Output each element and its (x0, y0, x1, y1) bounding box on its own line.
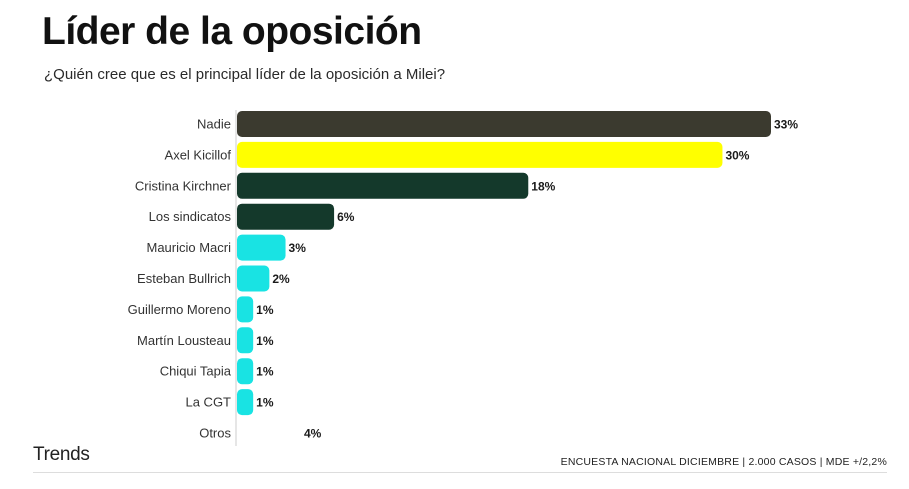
footer-divider (33, 472, 887, 473)
brand-logo-text: Trends (33, 444, 90, 465)
value-label: 1% (256, 365, 274, 379)
bars-group: Nadie 33% Axel Kicillof 30% Cristina Kirchne… (128, 111, 798, 446)
chart-subtitle: ¿Quién cree que es el principal líder de… (44, 66, 446, 83)
category-label: Mauricio Macri (146, 240, 231, 255)
category-label: Otros (199, 426, 231, 441)
category-label: Martín Lousteau (137, 333, 231, 348)
value-label: 1% (256, 396, 274, 410)
category-label: La CGT (185, 395, 231, 410)
category-label: Guillermo Moreno (128, 302, 231, 317)
category-label: Cristina Kirchner (135, 178, 232, 193)
survey-footnote: ENCUESTA NACIONAL DICIEMBRE | 2.000 CASO… (560, 456, 887, 468)
value-label: 1% (256, 334, 274, 348)
value-label: 2% (272, 272, 290, 286)
chart-title: Líder de la oposición (42, 10, 422, 53)
category-label: Axel Kicillof (165, 147, 232, 162)
bar (237, 234, 286, 261)
category-label: Esteban Bullrich (137, 271, 231, 286)
bar (237, 172, 529, 199)
bar (237, 111, 771, 137)
bar (237, 389, 254, 416)
bar (237, 141, 723, 168)
category-label: Nadie (197, 117, 231, 132)
value-label: 6% (337, 210, 355, 224)
bar (237, 296, 254, 323)
bar (237, 420, 302, 446)
bar (237, 203, 335, 230)
value-label: 3% (289, 241, 307, 255)
value-label: 4% (304, 427, 322, 441)
bar (237, 265, 270, 292)
category-label: Chiqui Tapia (160, 364, 232, 379)
bar (237, 327, 254, 354)
value-label: 30% (725, 148, 749, 162)
bar (237, 358, 254, 385)
value-label: 33% (774, 118, 798, 132)
category-label: Los sindicatos (149, 209, 232, 224)
value-label: 1% (256, 303, 274, 317)
value-label: 18% (531, 179, 555, 193)
